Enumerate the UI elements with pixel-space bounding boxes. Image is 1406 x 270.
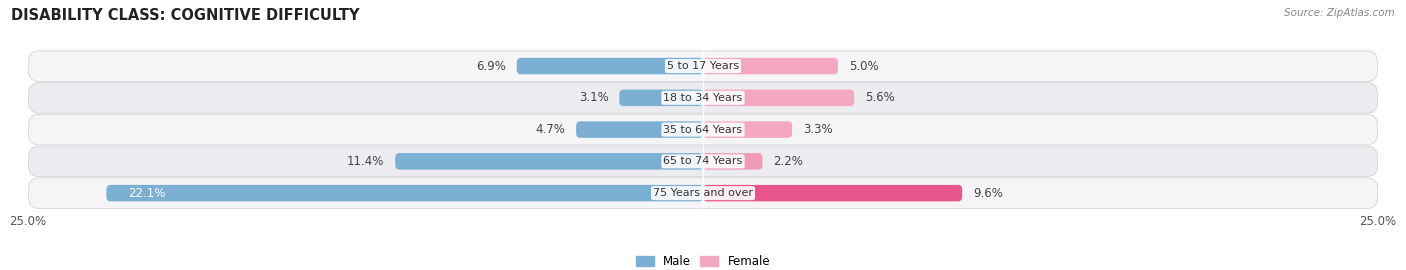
- Text: 9.6%: 9.6%: [973, 187, 1002, 200]
- FancyBboxPatch shape: [107, 185, 703, 201]
- Text: Source: ZipAtlas.com: Source: ZipAtlas.com: [1284, 8, 1395, 18]
- FancyBboxPatch shape: [703, 90, 855, 106]
- Text: 75 Years and over: 75 Years and over: [652, 188, 754, 198]
- FancyBboxPatch shape: [28, 83, 1378, 113]
- FancyBboxPatch shape: [28, 178, 1378, 208]
- Text: 3.3%: 3.3%: [803, 123, 832, 136]
- FancyBboxPatch shape: [703, 121, 792, 138]
- FancyBboxPatch shape: [28, 146, 1378, 177]
- Text: 18 to 34 Years: 18 to 34 Years: [664, 93, 742, 103]
- FancyBboxPatch shape: [703, 185, 962, 201]
- FancyBboxPatch shape: [517, 58, 703, 74]
- Text: 35 to 64 Years: 35 to 64 Years: [664, 124, 742, 135]
- FancyBboxPatch shape: [395, 153, 703, 170]
- Text: 65 to 74 Years: 65 to 74 Years: [664, 156, 742, 166]
- FancyBboxPatch shape: [703, 58, 838, 74]
- FancyBboxPatch shape: [28, 51, 1378, 81]
- Text: 4.7%: 4.7%: [536, 123, 565, 136]
- Text: 2.2%: 2.2%: [773, 155, 803, 168]
- FancyBboxPatch shape: [576, 121, 703, 138]
- Text: 3.1%: 3.1%: [579, 91, 609, 104]
- Legend: Male, Female: Male, Female: [631, 250, 775, 270]
- FancyBboxPatch shape: [619, 90, 703, 106]
- Text: 22.1%: 22.1%: [128, 187, 166, 200]
- Text: 5.6%: 5.6%: [865, 91, 894, 104]
- FancyBboxPatch shape: [28, 114, 1378, 145]
- Text: 11.4%: 11.4%: [347, 155, 384, 168]
- Text: 6.9%: 6.9%: [477, 60, 506, 73]
- FancyBboxPatch shape: [703, 153, 762, 170]
- Text: DISABILITY CLASS: COGNITIVE DIFFICULTY: DISABILITY CLASS: COGNITIVE DIFFICULTY: [11, 8, 360, 23]
- Text: 5 to 17 Years: 5 to 17 Years: [666, 61, 740, 71]
- Text: 5.0%: 5.0%: [849, 60, 879, 73]
